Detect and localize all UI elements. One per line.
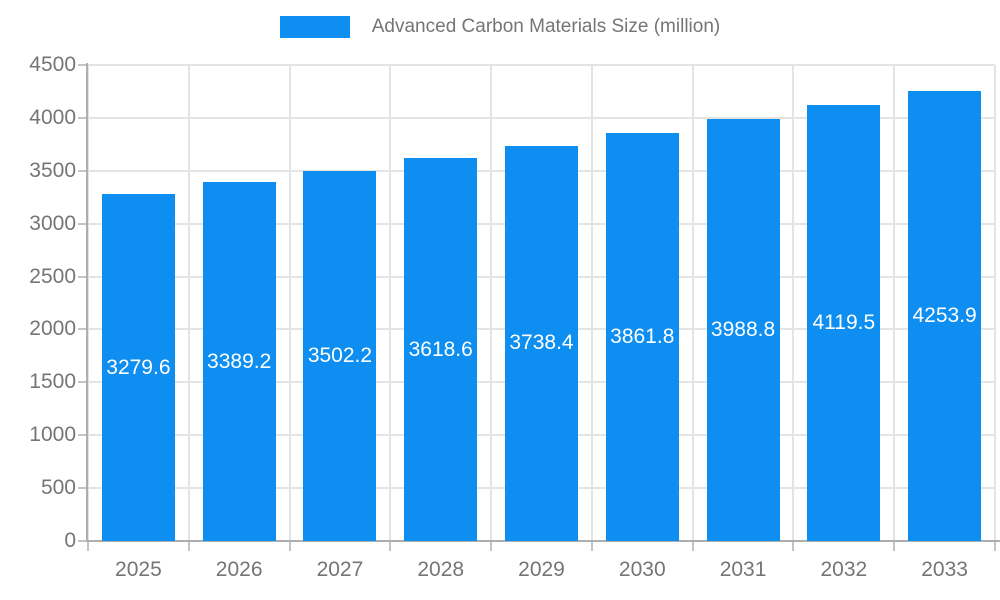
y-tick-label: 2500 [29, 264, 76, 288]
x-grid-line [590, 65, 593, 541]
y-tick-label: 3500 [29, 158, 76, 182]
x-axis-tick [691, 541, 694, 551]
legend-label: Advanced Carbon Materials Size (million) [371, 16, 721, 37]
bar [404, 158, 478, 541]
x-grid-line [389, 65, 392, 541]
x-grid-line [792, 65, 795, 541]
x-tick-label: 2033 [921, 558, 968, 581]
x-axis-tick [893, 541, 896, 551]
x-tick-label: 2029 [518, 558, 565, 581]
x-tick-label: 2025 [115, 558, 162, 581]
y-tick-label: 4500 [29, 53, 76, 76]
x-axis-tick [389, 541, 392, 551]
y-grid-line [88, 64, 995, 66]
bar [202, 182, 276, 541]
y-tick-label: 3000 [29, 211, 76, 235]
y-tick-label: 0 [64, 529, 76, 552]
y-axis-tick [78, 328, 88, 331]
y-axis-line [86, 63, 88, 541]
y-axis-tick [78, 540, 88, 542]
bar [605, 132, 679, 541]
y-axis-tick [78, 116, 88, 119]
x-tick-label: 2026 [215, 558, 263, 581]
x-axis-tick [87, 541, 89, 551]
chart-legend: Advanced Carbon Materials Size (million) [0, 16, 1000, 38]
legend-swatch-icon [279, 16, 350, 38]
y-tick-label: 500 [40, 476, 76, 500]
y-tick-label: 4000 [29, 105, 76, 129]
x-grid-line [87, 65, 89, 541]
x-axis-tick [792, 541, 795, 551]
x-tick-label: 2030 [618, 558, 666, 581]
y-axis-tick [78, 487, 88, 490]
x-axis-tick [187, 541, 190, 551]
x-tick-label: 2031 [719, 558, 767, 581]
y-tick-label: 1500 [29, 370, 76, 394]
x-grid-line [893, 65, 896, 541]
y-axis-tick [78, 275, 88, 278]
y-axis-tick [78, 434, 88, 437]
x-grid-line [691, 65, 694, 541]
x-tick-label: 2032 [820, 558, 868, 581]
y-tick-label: 2000 [29, 317, 76, 341]
x-grid-line [187, 65, 190, 541]
bar [303, 170, 377, 541]
x-axis-tick [288, 541, 291, 551]
x-tick-label: 2028 [417, 558, 465, 581]
bar [505, 145, 578, 541]
x-grid-line [490, 65, 493, 541]
x-grid-line [288, 65, 291, 541]
x-axis-tick [994, 541, 996, 551]
bar [807, 105, 881, 541]
plot-area: 0 500 1000 1500 2000 2500 3000 3500 4000 4500 3279… [29, 53, 1000, 581]
y-axis-tick [78, 169, 88, 172]
bar [101, 194, 175, 541]
y-axis-tick [78, 64, 88, 66]
legend-item[interactable]: Advanced Carbon Materials Size (million) [279, 16, 721, 38]
x-tick-label: 2027 [316, 558, 364, 581]
y-axis-tick [78, 222, 88, 225]
x-grid-line [994, 65, 996, 541]
y-axis-tick [78, 381, 88, 384]
y-tick-label: 1000 [29, 423, 76, 447]
bar [908, 91, 982, 541]
x-axis-tick [490, 541, 493, 551]
x-axis-tick [590, 541, 593, 551]
bar [706, 119, 780, 541]
